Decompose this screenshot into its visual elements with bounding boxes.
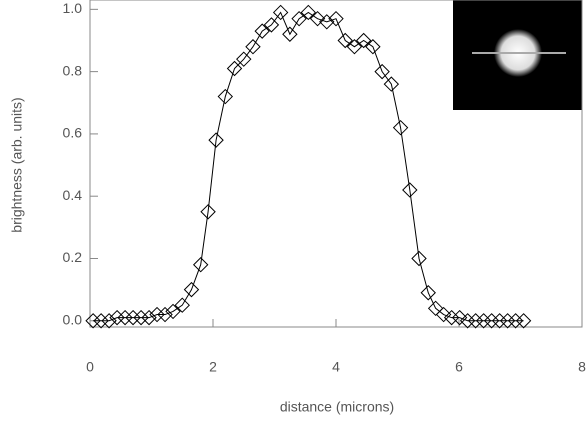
data-line bbox=[93, 11, 524, 322]
data-point bbox=[402, 182, 418, 198]
x-tick-label: 0 bbox=[86, 359, 94, 375]
data-point bbox=[226, 60, 243, 77]
data-point bbox=[309, 10, 326, 27]
data-point bbox=[507, 313, 524, 329]
y-tick-label: 0.4 bbox=[63, 187, 83, 203]
y-tick-label: 1.0 bbox=[63, 0, 83, 16]
data-point bbox=[300, 4, 317, 21]
data-point bbox=[328, 10, 344, 27]
data-point bbox=[435, 306, 452, 323]
data-point bbox=[467, 313, 484, 329]
y-tick-label: 0.0 bbox=[63, 311, 83, 327]
data-point bbox=[141, 309, 157, 326]
y-tick-label: 0.8 bbox=[63, 62, 83, 78]
data-point bbox=[451, 309, 468, 326]
data-point bbox=[319, 14, 335, 30]
data-point bbox=[149, 306, 165, 323]
data-point bbox=[346, 39, 363, 55]
data-point bbox=[337, 32, 353, 49]
y-tick-label: 0.6 bbox=[63, 125, 83, 141]
data-point bbox=[125, 309, 141, 326]
inset-image bbox=[453, 0, 582, 110]
data-point bbox=[355, 32, 372, 49]
data-point bbox=[392, 119, 409, 136]
data-point bbox=[133, 309, 149, 326]
data-point bbox=[85, 313, 101, 329]
data-point bbox=[483, 313, 500, 329]
x-tick-label: 4 bbox=[332, 359, 340, 375]
data-point bbox=[174, 297, 190, 313]
data-point bbox=[183, 281, 200, 298]
x-tick-label: 8 bbox=[578, 359, 586, 375]
data-point bbox=[192, 257, 209, 273]
data-point bbox=[254, 23, 270, 39]
data-point bbox=[291, 10, 307, 27]
data-point bbox=[101, 313, 117, 329]
data-point bbox=[157, 306, 173, 323]
data-point bbox=[475, 313, 492, 329]
y-axis-label: brightness (arb. units) bbox=[9, 97, 25, 232]
x-tick-label: 2 bbox=[209, 359, 217, 375]
data-point bbox=[420, 285, 436, 301]
data-point bbox=[427, 300, 444, 317]
data-point bbox=[117, 309, 133, 326]
x-tick-label: 6 bbox=[455, 359, 463, 375]
data-point bbox=[374, 63, 390, 80]
y-tick-label: 0.2 bbox=[63, 249, 83, 265]
data-point bbox=[491, 313, 508, 329]
data-point bbox=[208, 132, 224, 148]
data-point bbox=[200, 204, 216, 220]
data-point bbox=[263, 17, 280, 33]
data-point bbox=[459, 313, 476, 329]
data-point bbox=[515, 313, 532, 329]
data-point bbox=[245, 39, 261, 55]
data-point bbox=[109, 309, 125, 326]
data-point bbox=[443, 309, 460, 326]
data-point bbox=[383, 76, 400, 92]
data-point bbox=[411, 250, 427, 267]
data-point bbox=[272, 4, 289, 21]
x-axis-label: distance (microns) bbox=[280, 399, 394, 415]
data-point bbox=[365, 39, 381, 55]
data-point bbox=[217, 88, 234, 105]
data-point bbox=[499, 313, 516, 329]
data-point bbox=[236, 51, 252, 67]
data-point bbox=[93, 313, 109, 329]
data-point bbox=[165, 303, 181, 320]
data-point bbox=[282, 26, 298, 42]
